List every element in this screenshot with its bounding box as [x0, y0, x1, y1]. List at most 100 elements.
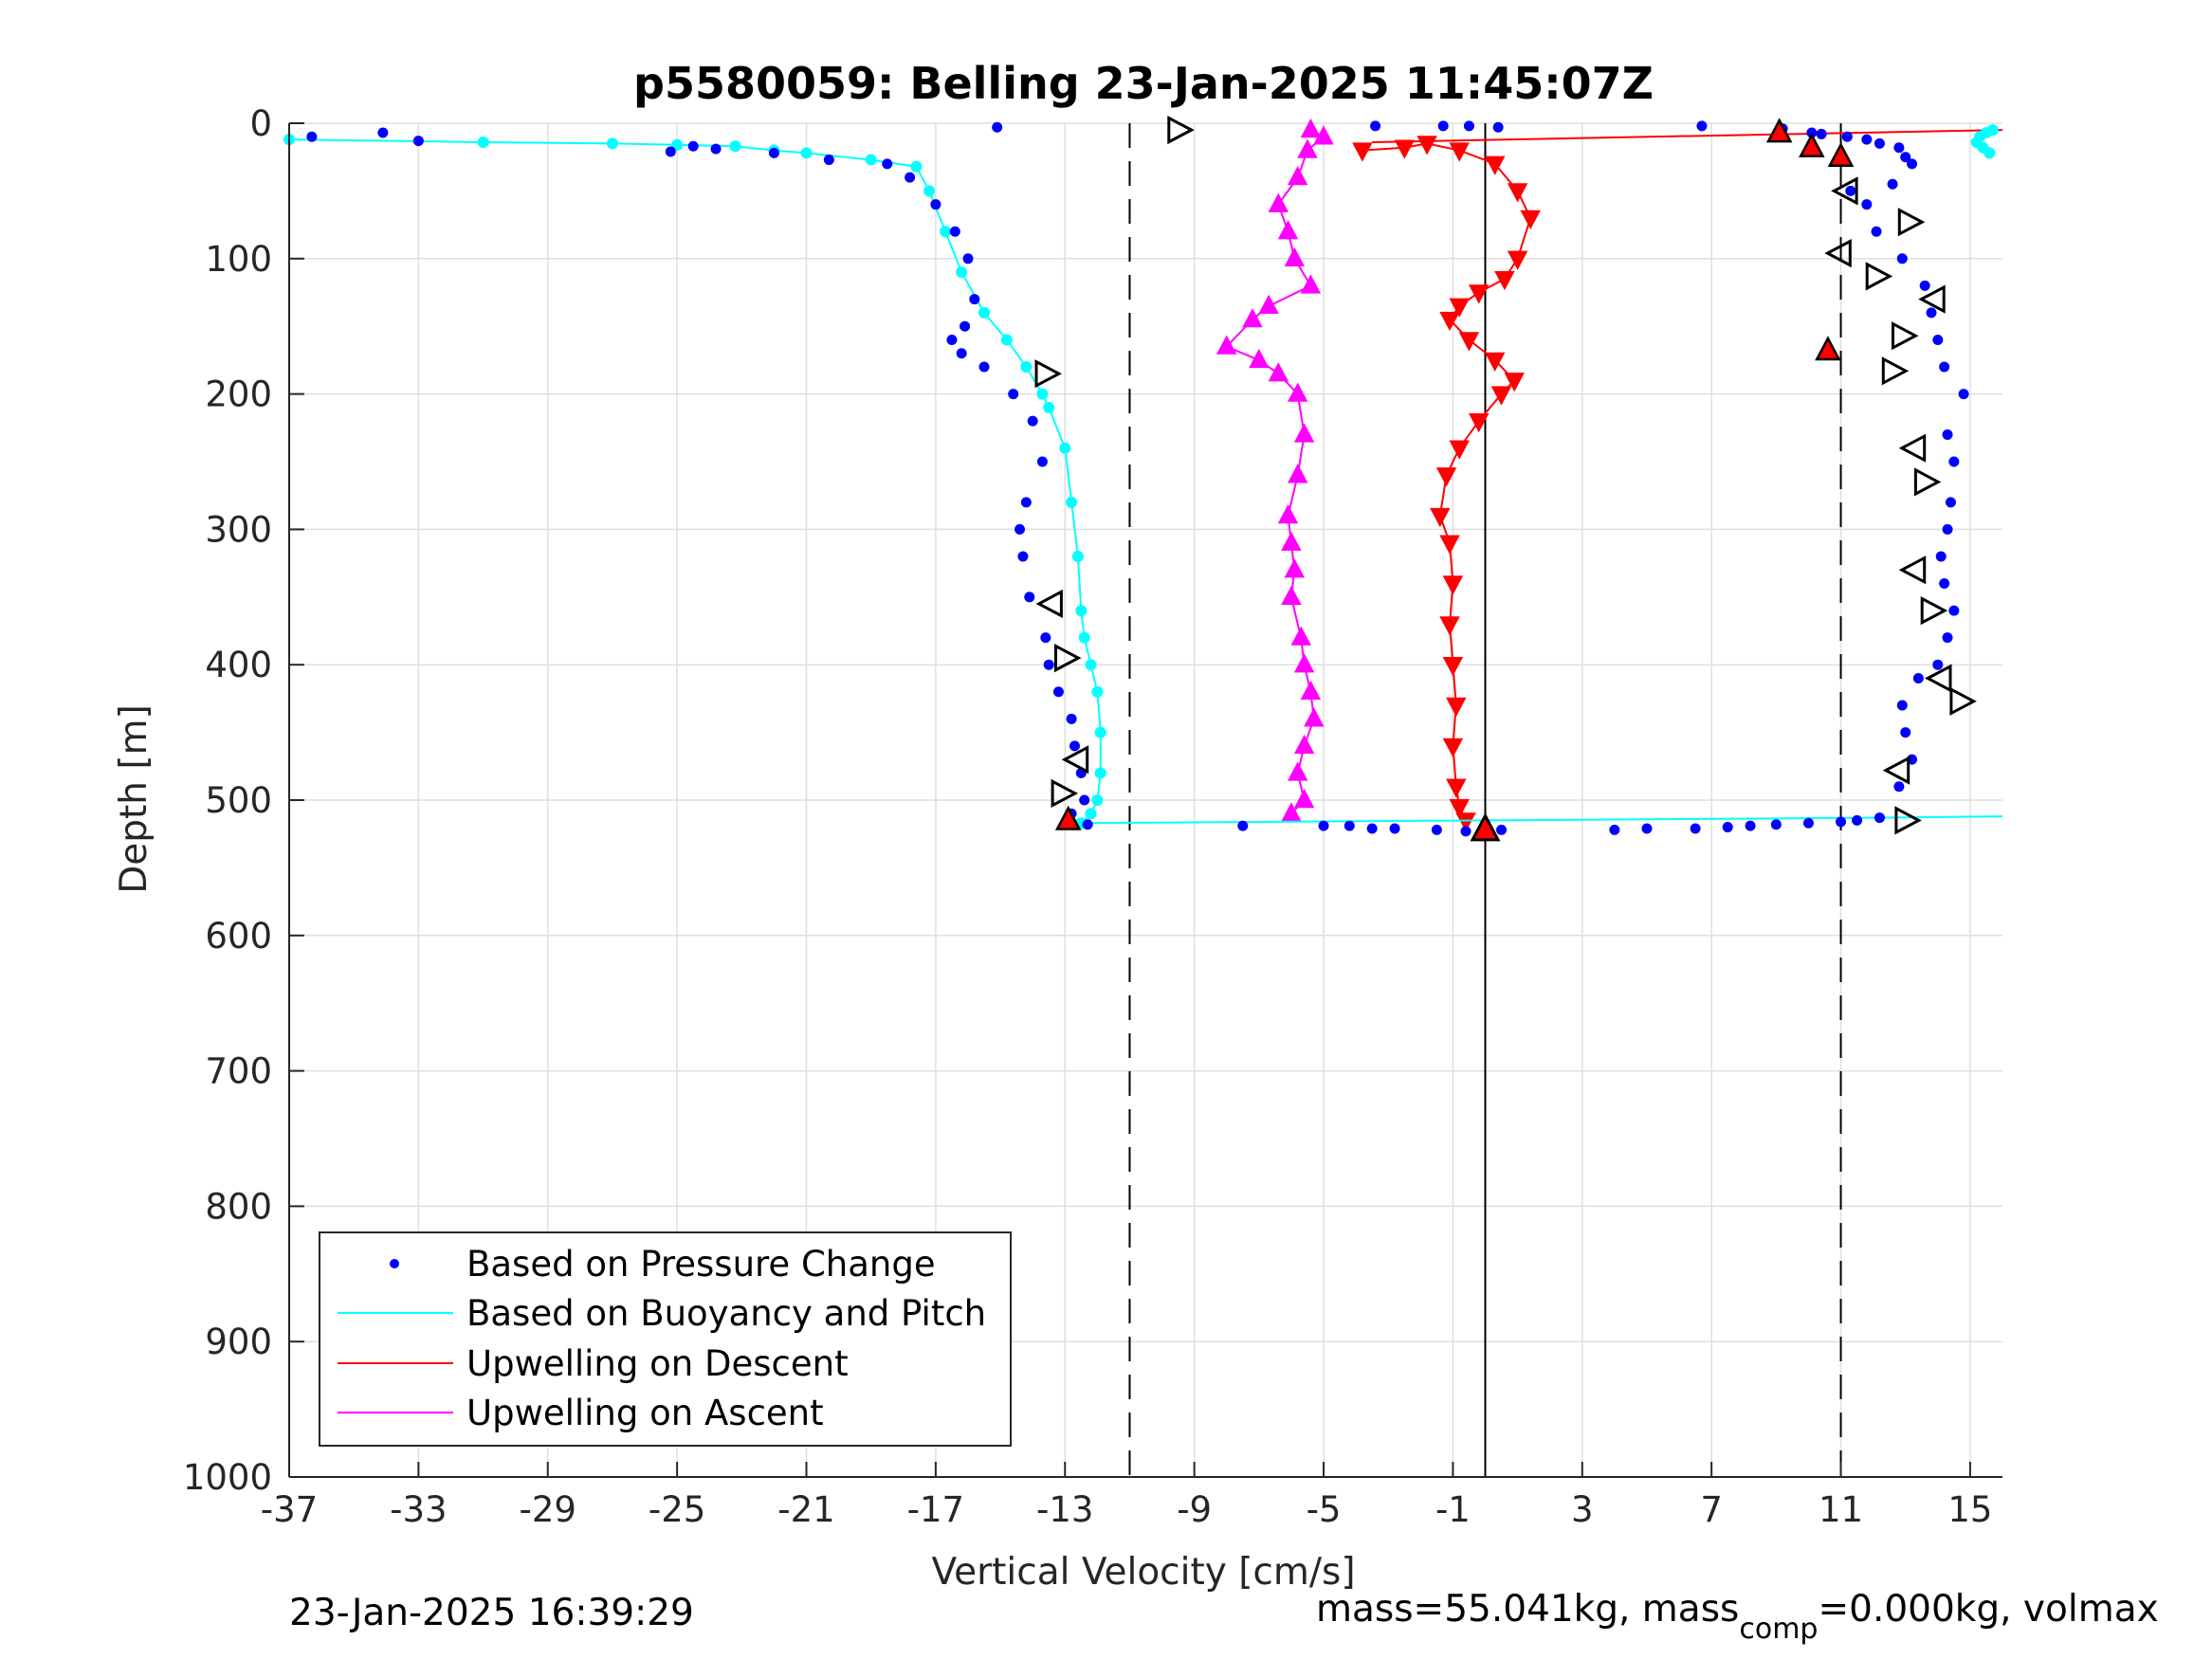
pressure-point — [962, 253, 974, 264]
buoyancy-point — [1071, 550, 1084, 562]
axes: -37 -33 -29 -25 -21 -17 -13 -9 -5 -1 3 7 11 150100200… — [183, 103, 2002, 1530]
descent-marker — [1439, 311, 1460, 332]
buoyancy-point — [1075, 605, 1088, 617]
pressure-point — [1861, 199, 1873, 210]
pressure-point — [1907, 158, 1918, 170]
buoyancy-point — [865, 154, 877, 166]
descent-surface-link — [1372, 129, 2003, 143]
buoyancy-point — [1085, 659, 1097, 671]
pressure-point — [1052, 686, 1064, 698]
ascent-marker — [1216, 335, 1237, 355]
descent-marker — [1449, 798, 1470, 819]
buoyancy-point — [1036, 388, 1049, 400]
ascent-marker — [1268, 362, 1289, 382]
buoyancy-point — [1078, 631, 1090, 644]
pressure-point — [687, 140, 699, 152]
descent-marker — [1484, 352, 1506, 372]
pressure-point — [1069, 740, 1080, 752]
descent-marker — [1442, 575, 1464, 595]
pressure-point — [412, 136, 424, 147]
pressure-point — [1874, 137, 1885, 149]
x-tick-label: 11 — [1819, 1489, 1863, 1530]
x-tick-label: 15 — [1947, 1489, 1992, 1530]
ascent-marker — [1290, 626, 1311, 646]
filled-marker — [1765, 118, 1793, 143]
descent-marker — [1446, 778, 1467, 798]
open-marker-right — [1949, 686, 1977, 716]
ascent-marker — [1277, 220, 1299, 240]
buoyancy-point — [1043, 401, 1055, 413]
open-marker-right — [1897, 208, 1926, 237]
ascent-marker — [1300, 274, 1322, 294]
buoyancy-point — [671, 138, 684, 151]
pressure-point — [1366, 823, 1378, 834]
legend-entry-pressure: Based on Pressure Change — [466, 1244, 936, 1285]
pressure-point — [1040, 632, 1051, 644]
pressure-point — [1770, 819, 1782, 830]
pressure-point — [1942, 632, 1953, 644]
y-tick-label: 300 — [205, 509, 272, 550]
open-marker-right — [1892, 321, 1919, 351]
open-marker-left — [1061, 745, 1089, 775]
chart-title: p5580059: Belling 23-Jan-2025 11:45:07Z — [633, 58, 1654, 109]
open-marker-right — [1167, 116, 1195, 145]
footer-mass-info: mass=55.041kg, masscomp=0.000kg, volmax — [1316, 1588, 2159, 1646]
descent-marker — [1394, 139, 1416, 159]
buoyancy-point — [1000, 334, 1013, 346]
descent-marker — [1504, 373, 1525, 392]
x-tick-label: -13 — [1036, 1489, 1093, 1530]
buoyancy-point — [1091, 794, 1104, 806]
open-marker-right — [1865, 262, 1893, 291]
descent-marker — [1468, 284, 1490, 304]
buoyancy-point — [1059, 442, 1071, 454]
open-marker-right — [1881, 356, 1910, 386]
pressure-point — [1958, 389, 1969, 400]
open-marker-right — [1034, 359, 1063, 389]
pressure-point — [1939, 578, 1950, 590]
open-marker-right — [1920, 596, 1948, 626]
pressure-point — [1942, 428, 1953, 440]
y-tick-label: 400 — [205, 645, 272, 685]
descent-marker — [1520, 210, 1541, 230]
pressure-point — [956, 348, 967, 359]
buoyancy-point — [800, 147, 813, 159]
legend-swatch-pressure — [390, 1259, 399, 1268]
pressure-point — [1722, 822, 1733, 833]
pressure-point — [1370, 120, 1381, 132]
pressure-point — [1609, 824, 1620, 835]
descent-marker — [1449, 440, 1470, 460]
x-tick-label: -29 — [520, 1489, 576, 1530]
buoyancy-point — [956, 266, 968, 279]
pressure-point — [1344, 820, 1355, 831]
descent-marker — [1352, 142, 1373, 162]
pressure-point — [1945, 497, 1956, 508]
pressure-point — [1900, 727, 1911, 738]
bottom-marker — [1470, 812, 1501, 842]
ascent-marker — [1313, 125, 1334, 145]
pressure-point — [1900, 152, 1911, 163]
pressure-point — [1896, 700, 1908, 711]
y-tick-label: 100 — [205, 239, 272, 280]
ascent-marker — [1304, 707, 1325, 727]
pressure-point — [1079, 794, 1090, 806]
descent-marker — [1458, 332, 1480, 352]
descent-marker — [1507, 183, 1528, 203]
buoyancy-point — [923, 185, 936, 197]
ascent-marker — [1287, 761, 1308, 781]
pressure-point — [665, 146, 676, 157]
pressure-point — [1696, 120, 1708, 132]
x-tick-label: 3 — [1571, 1489, 1594, 1530]
descent-marker — [1449, 142, 1470, 162]
x-axis-label: Vertical Velocity [cm/s] — [931, 1551, 1355, 1594]
buoyancy-point — [978, 306, 991, 319]
pressure-point — [1939, 361, 1950, 373]
open-marker-left — [1898, 556, 1927, 585]
pressure-point — [1893, 781, 1905, 793]
pressure-point — [1389, 823, 1400, 834]
buoyancy-point — [477, 136, 489, 148]
ascent-marker — [1287, 464, 1308, 483]
footer-mass-subscript: comp — [1739, 1613, 1818, 1646]
reference-lines — [1128, 123, 1842, 1477]
pressure-point — [1066, 713, 1077, 724]
